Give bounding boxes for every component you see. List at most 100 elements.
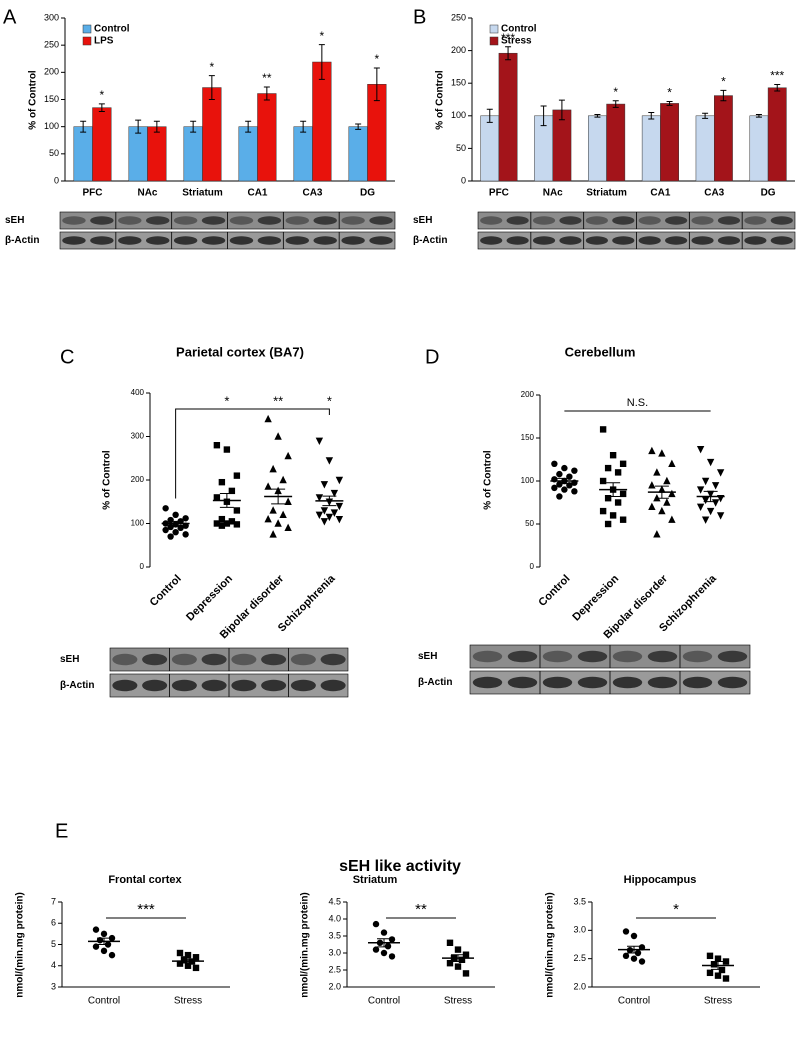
blot-band xyxy=(480,236,503,245)
blot-band xyxy=(257,216,282,225)
point xyxy=(172,511,179,518)
x-tick-label: Stress xyxy=(174,996,202,1007)
significance: ** xyxy=(415,901,427,918)
blot-band xyxy=(717,676,748,689)
y-tick-label: 250 xyxy=(451,12,466,22)
error-bar xyxy=(208,75,215,100)
x-tick-label: CA1 xyxy=(650,188,670,199)
y-tick-label: 50 xyxy=(456,143,466,153)
point xyxy=(604,520,612,528)
point xyxy=(701,516,710,524)
point xyxy=(658,449,666,457)
x-tick-label: Stress xyxy=(444,996,472,1007)
panel-letter: D xyxy=(425,346,439,368)
error-bar xyxy=(318,44,325,80)
point xyxy=(92,926,100,933)
chart-title: Parietal cortex (BA7) xyxy=(176,344,304,359)
y-tick-label: 2.5 xyxy=(573,953,586,963)
significance: * xyxy=(210,60,215,74)
blot-band xyxy=(577,676,608,689)
y-tick-label: 400 xyxy=(131,388,145,397)
point xyxy=(658,506,666,515)
legend-swatch xyxy=(489,24,499,34)
y-tick-label: 5 xyxy=(51,939,56,949)
y-tick-label: 3.5 xyxy=(573,896,586,906)
blot-band xyxy=(231,679,257,692)
legend-label: LPS xyxy=(94,36,114,47)
point xyxy=(696,486,705,494)
y-tick-label: 300 xyxy=(44,12,59,22)
error-bar xyxy=(135,119,142,134)
point xyxy=(320,507,329,515)
bar xyxy=(257,93,277,182)
blot-band xyxy=(507,650,538,663)
point xyxy=(264,482,272,490)
sem-bar xyxy=(181,958,195,964)
point xyxy=(706,969,714,977)
point xyxy=(274,519,282,527)
y-tick-label: 2.5 xyxy=(328,964,341,974)
legend-label: Control xyxy=(94,24,130,35)
blot-label: β-Actin xyxy=(413,235,447,246)
blot-band xyxy=(142,653,168,666)
point xyxy=(614,469,622,476)
point xyxy=(648,502,656,510)
x-tick-label: PFC xyxy=(83,188,103,199)
blot-band xyxy=(472,676,503,689)
blot-band xyxy=(201,216,226,225)
x-tick-label: CA1 xyxy=(247,188,267,199)
y-tick-label: 250 xyxy=(44,40,59,50)
error-bar xyxy=(300,120,307,133)
blot-band xyxy=(290,679,316,692)
significance: N.S. xyxy=(627,397,648,409)
point xyxy=(176,949,184,957)
significance: * xyxy=(100,88,105,102)
error-bar xyxy=(702,112,709,119)
error-bar xyxy=(720,89,727,102)
blot-band xyxy=(691,236,714,245)
blot-band xyxy=(173,216,198,225)
bar xyxy=(73,126,93,182)
y-axis-label: % of Control xyxy=(28,70,39,130)
error-bar xyxy=(355,123,362,130)
significance: ** xyxy=(273,393,283,408)
blot-band xyxy=(171,653,197,666)
significance: * xyxy=(327,393,332,408)
error-bar xyxy=(263,86,270,101)
error-bar xyxy=(80,120,87,133)
point xyxy=(325,457,334,465)
sem-bar xyxy=(97,937,111,945)
blot-band xyxy=(717,650,748,663)
point xyxy=(696,503,705,511)
sem-bar xyxy=(168,520,183,527)
point xyxy=(653,468,661,476)
point xyxy=(609,512,617,519)
y-tick-label: 300 xyxy=(131,432,145,441)
point xyxy=(192,954,200,961)
blot-band xyxy=(717,236,741,245)
blot-band xyxy=(145,236,170,245)
point xyxy=(701,477,710,486)
blot-band xyxy=(612,216,635,225)
error-bar xyxy=(755,113,762,118)
bar xyxy=(695,115,715,182)
y-tick-label: 4.0 xyxy=(328,913,341,923)
point xyxy=(710,961,718,968)
point xyxy=(566,482,573,489)
point xyxy=(284,523,292,532)
point xyxy=(714,955,722,962)
blot-band xyxy=(532,216,556,225)
point xyxy=(561,486,568,493)
y-tick-label: 150 xyxy=(521,433,535,442)
significance: *** xyxy=(137,901,155,918)
x-tick-label: Depression xyxy=(570,573,621,624)
blot-band xyxy=(90,236,114,245)
point xyxy=(325,513,334,522)
y-tick-label: 200 xyxy=(451,45,466,55)
bar xyxy=(660,103,679,182)
blot-label: sEH xyxy=(418,651,437,662)
y-tick-label: 150 xyxy=(451,78,466,88)
y-tick-label: 100 xyxy=(44,121,59,131)
point xyxy=(218,478,226,486)
blot-band xyxy=(341,216,365,225)
